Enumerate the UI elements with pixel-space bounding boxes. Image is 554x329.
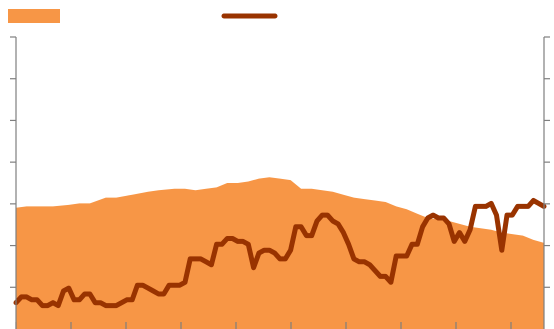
area-series <box>16 177 544 329</box>
axes <box>10 36 550 329</box>
plot-area <box>13 177 547 329</box>
line-series <box>13 198 547 309</box>
legend-area-swatch <box>8 9 60 23</box>
legend <box>8 9 278 23</box>
